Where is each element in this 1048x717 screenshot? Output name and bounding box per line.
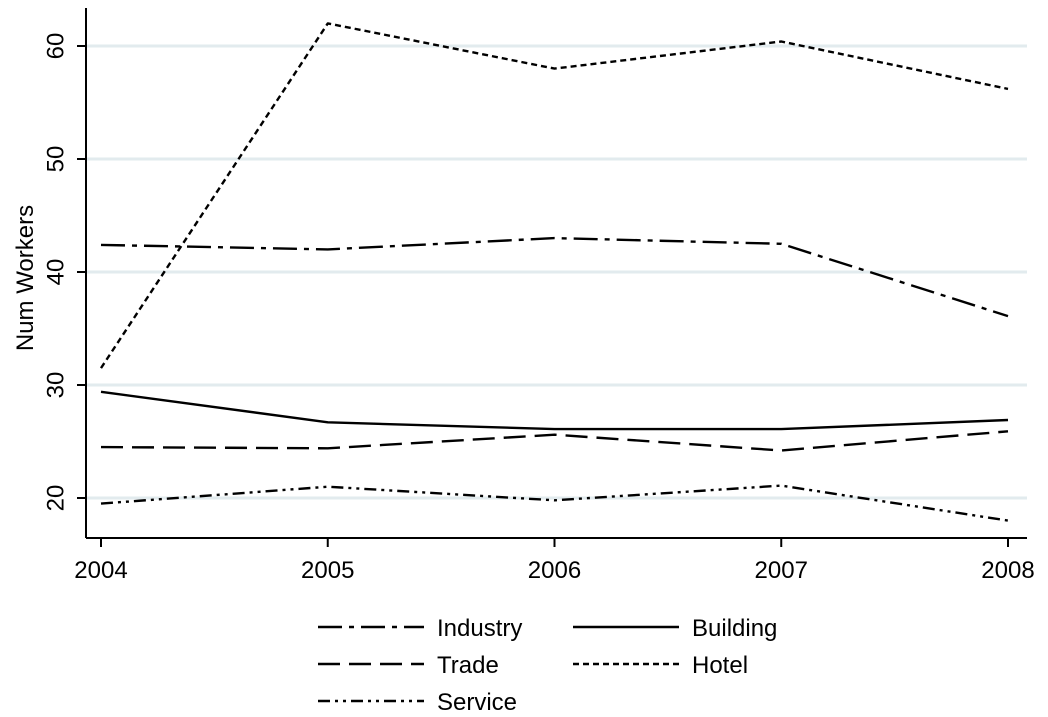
x-tick-label-2004: 2004: [74, 557, 127, 584]
x-tick-label-2005: 2005: [301, 557, 354, 584]
y-tick-label-60: 60: [43, 33, 70, 60]
series-line-industry: [100, 236, 1009, 318]
y-tick-label-30: 30: [43, 372, 70, 399]
x-tick-label-2006: 2006: [528, 557, 581, 584]
y-axis-title: Num Workers: [12, 205, 39, 351]
y-tick-label-50: 50: [43, 146, 70, 173]
legend-label-trade: Trade: [437, 652, 499, 679]
y-tick-label-40: 40: [43, 259, 70, 286]
ticks: 20 30 40 50 60 2004 2005 2006 2007 2008: [43, 33, 1035, 584]
series-line-service: [100, 484, 1009, 522]
legend-label-service: Service: [437, 689, 517, 716]
y-tick-label-20: 20: [43, 485, 70, 512]
legend: Industry Building Trade Hotel Service: [318, 615, 777, 716]
legend-label-building: Building: [692, 615, 777, 642]
series-line-trade: [100, 430, 1009, 452]
x-tick-label-2008: 2008: [981, 557, 1034, 584]
series-lines: [99, 22, 1009, 522]
grid-lines: [87, 44, 1027, 500]
legend-label-hotel: Hotel: [692, 652, 748, 679]
series-line-hotel: [99, 22, 1009, 369]
x-tick-label-2007: 2007: [755, 557, 808, 584]
legend-label-industry: Industry: [437, 615, 522, 642]
series-line-building: [100, 390, 1009, 431]
